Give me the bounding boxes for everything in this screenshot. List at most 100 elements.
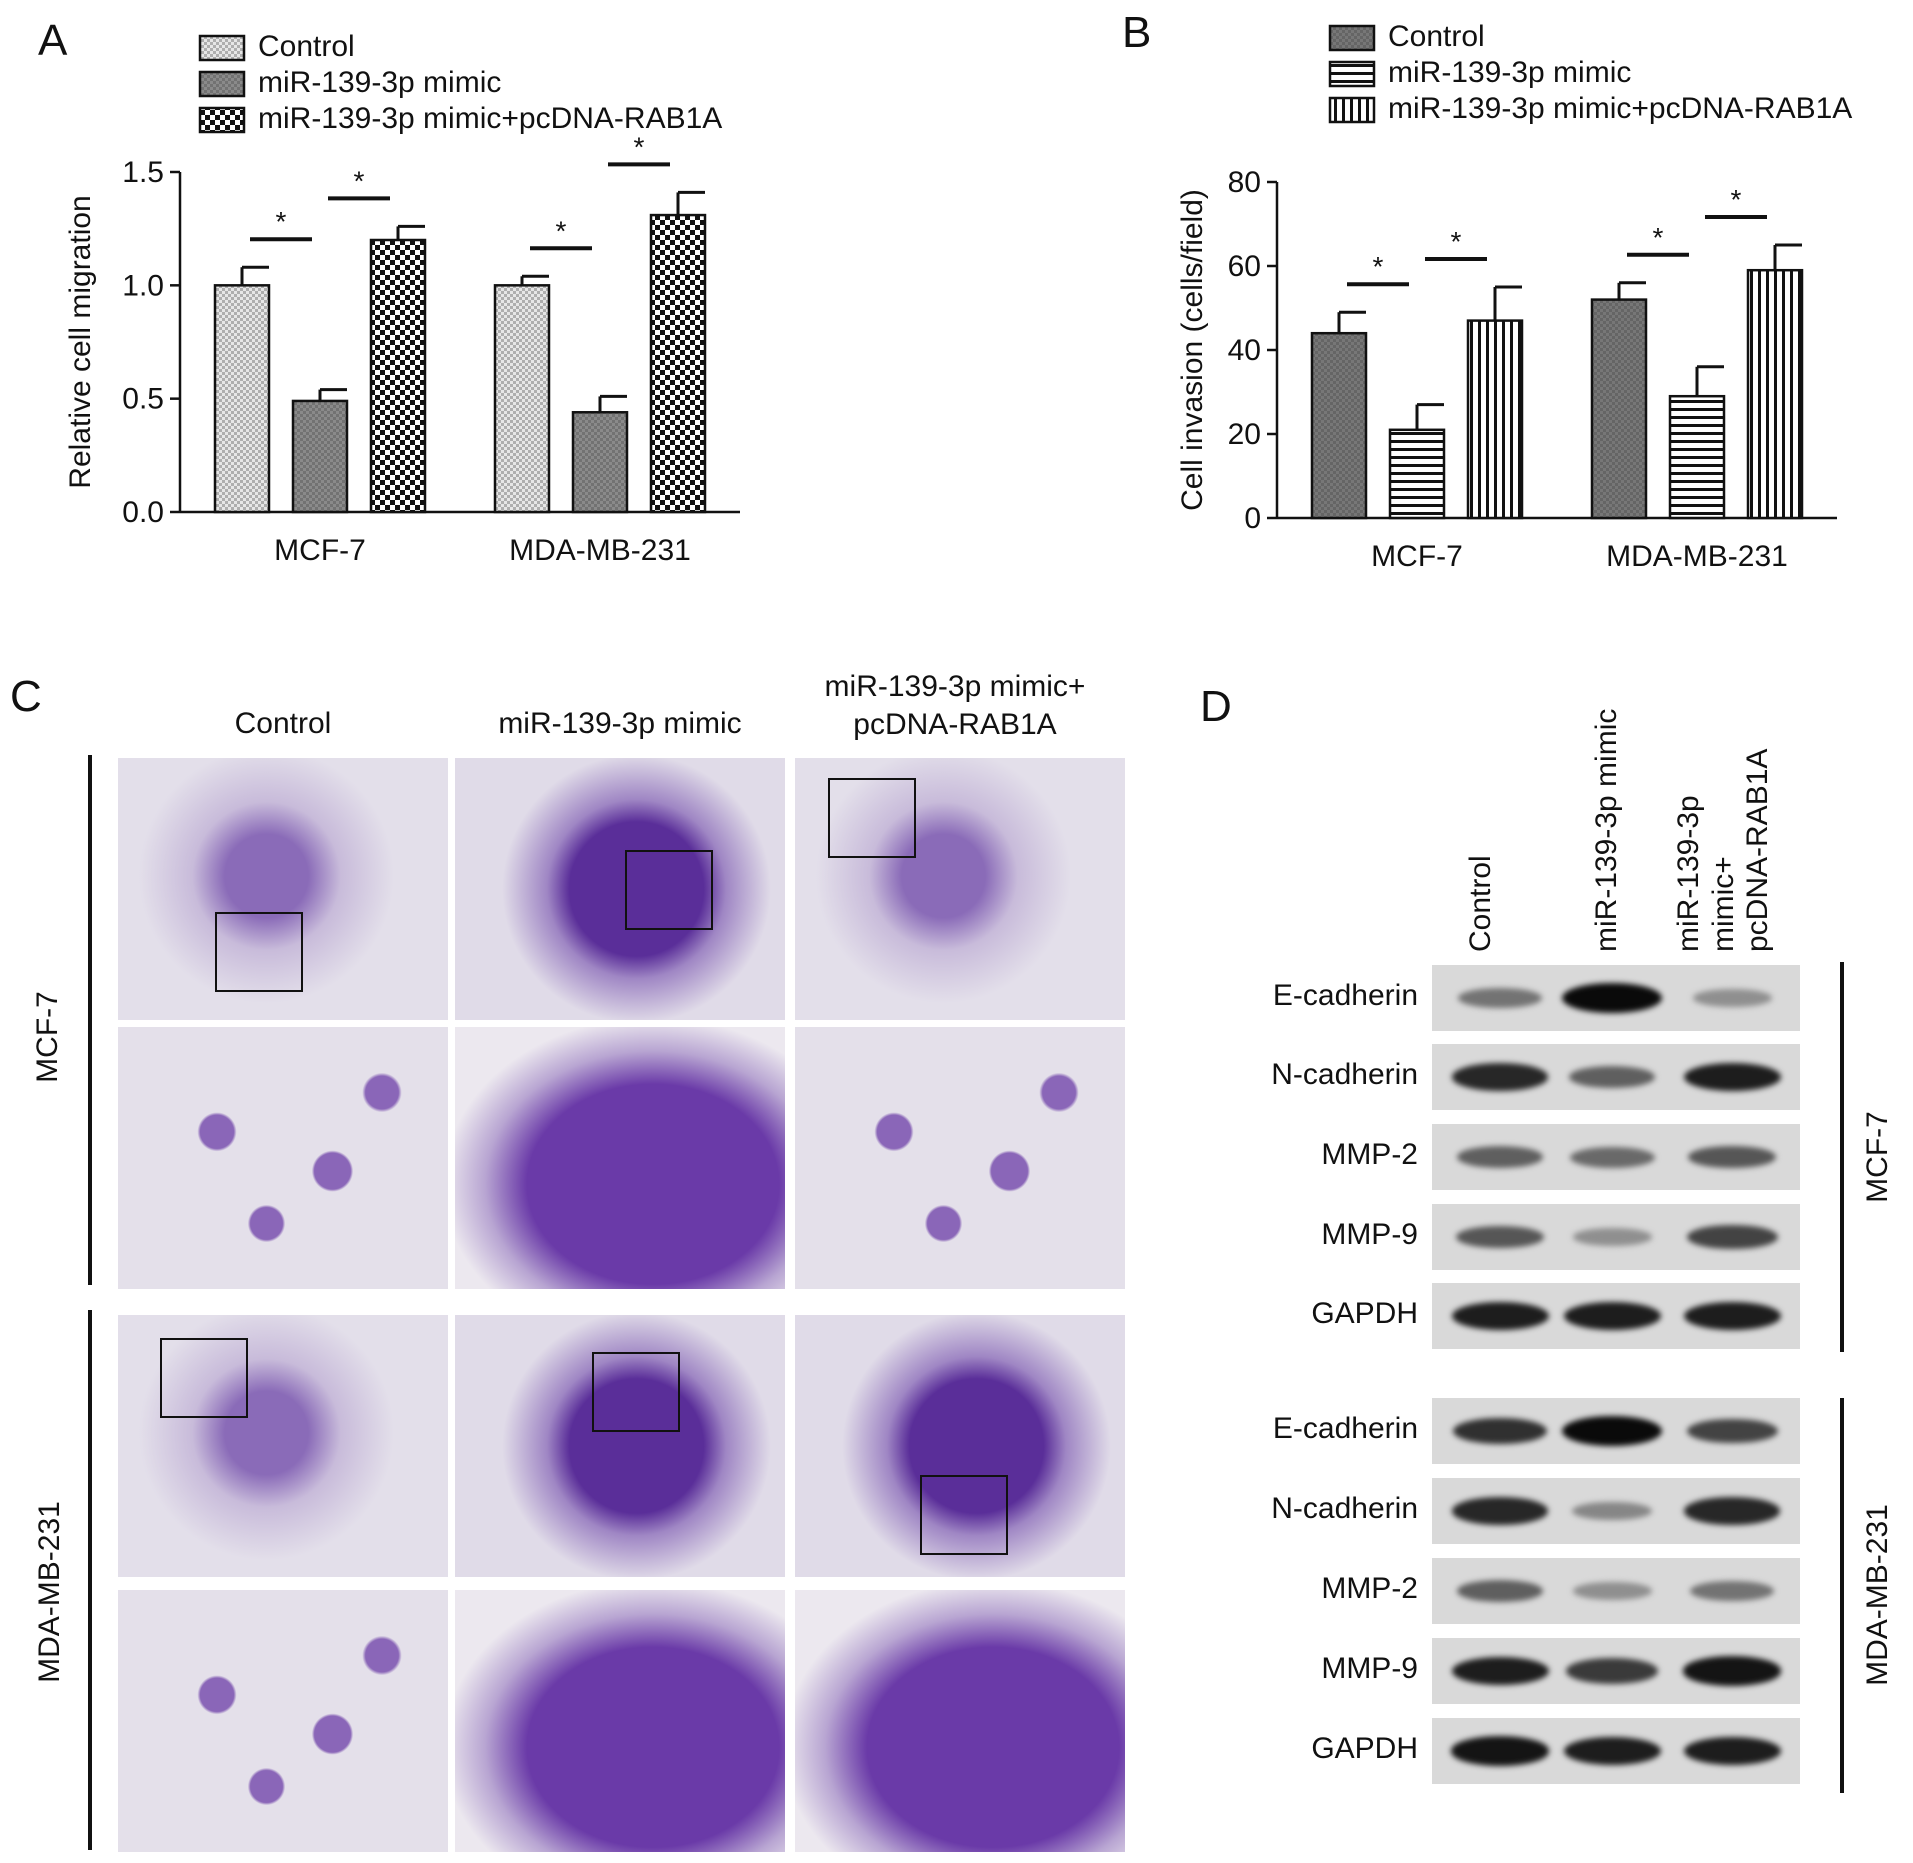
blot-band bbox=[1683, 1301, 1781, 1331]
y-tick-label: 20 bbox=[1228, 418, 1261, 451]
y-tick-label: 1.0 bbox=[122, 269, 164, 302]
micrograph bbox=[455, 758, 785, 1020]
blot-band bbox=[1569, 1146, 1655, 1168]
significance-star: * bbox=[276, 206, 287, 237]
panel-label-b: B bbox=[1122, 8, 1152, 57]
significance-star: * bbox=[1653, 222, 1664, 253]
bar bbox=[649, 213, 707, 514]
blot-band bbox=[1456, 1580, 1544, 1602]
blot-band bbox=[1568, 1066, 1656, 1088]
micrograph bbox=[118, 1315, 448, 1577]
micrograph bbox=[795, 758, 1125, 1020]
y-tick-label: 0 bbox=[1244, 502, 1261, 535]
bar bbox=[1746, 268, 1804, 520]
micrograph bbox=[795, 1315, 1125, 1577]
zoom-box bbox=[160, 1338, 248, 1418]
y-tick-label: 80 bbox=[1228, 166, 1261, 199]
blot-strip bbox=[1432, 1718, 1800, 1784]
blot-bar-mcf7 bbox=[1840, 962, 1844, 1352]
blot-band bbox=[1453, 1417, 1547, 1445]
blot-bar-mda bbox=[1840, 1398, 1844, 1793]
micrograph bbox=[455, 1027, 785, 1289]
y-tick-label: 1.5 bbox=[122, 156, 164, 189]
blot-strip bbox=[1432, 1204, 1800, 1270]
protein-label: N-cadherin bbox=[1271, 1058, 1418, 1091]
zoom-box bbox=[592, 1352, 680, 1432]
panel-c-header-control: Control bbox=[234, 707, 332, 740]
y-tick-label: 0.5 bbox=[122, 383, 164, 416]
blot-band bbox=[1562, 983, 1662, 1013]
protein-label: MMP-2 bbox=[1321, 1572, 1418, 1605]
protein-label: GAPDH bbox=[1311, 1297, 1418, 1330]
lane-label-mimic: miR-139-3p mimic bbox=[1590, 708, 1623, 952]
blot-band bbox=[1456, 1146, 1544, 1168]
blot-strip bbox=[1432, 965, 1800, 1031]
protein-label: MMP-2 bbox=[1321, 1138, 1418, 1171]
blot-band bbox=[1451, 1301, 1549, 1331]
protein-label: E-cadherin bbox=[1272, 1412, 1418, 1445]
zoom-box bbox=[920, 1475, 1008, 1555]
panel-c-header-rescue: miR-139-3p mimic+ pcDNA-RAB1A bbox=[824, 670, 1086, 741]
legend-label: miR-139-3p mimic+pcDNA-RAB1A bbox=[258, 102, 722, 135]
x-category-label: MDA-MB-231 bbox=[509, 534, 691, 567]
y-tick-label: 60 bbox=[1228, 250, 1261, 283]
blot-strip bbox=[1432, 1638, 1800, 1704]
blot-band bbox=[1458, 987, 1542, 1009]
protein-label: MMP-9 bbox=[1321, 1652, 1418, 1685]
zoom-box bbox=[625, 850, 713, 930]
significance-star: * bbox=[556, 215, 567, 246]
bar bbox=[1668, 394, 1726, 520]
row-label-mcf7: MCF-7 bbox=[31, 991, 64, 1083]
protein-label: E-cadherin bbox=[1272, 979, 1418, 1012]
bar bbox=[291, 399, 349, 514]
micrograph bbox=[118, 1590, 448, 1852]
protein-label: GAPDH bbox=[1311, 1732, 1418, 1765]
legend-label: Control bbox=[1388, 20, 1485, 53]
blot-band bbox=[1683, 1062, 1781, 1092]
bar bbox=[1466, 319, 1524, 520]
legend-swatch bbox=[198, 34, 246, 62]
significance-star: * bbox=[1731, 184, 1742, 215]
blot-band bbox=[1563, 1736, 1661, 1766]
bar bbox=[1388, 428, 1446, 520]
blot-band bbox=[1690, 1580, 1774, 1602]
blot-band bbox=[1684, 1497, 1780, 1525]
micrograph bbox=[795, 1027, 1125, 1289]
micrograph bbox=[455, 1590, 785, 1852]
blot-strip bbox=[1432, 1478, 1800, 1544]
lane-label-rescue: miR-139-3p mimic+ pcDNA-RAB1A bbox=[1672, 748, 1774, 952]
y-tick-label: 0.0 bbox=[122, 496, 164, 529]
blot-band bbox=[1686, 1418, 1778, 1444]
x-category-label: MCF-7 bbox=[1371, 540, 1463, 573]
x-category-label: MCF-7 bbox=[274, 534, 366, 567]
x-category-label: MDA-MB-231 bbox=[1606, 540, 1788, 573]
legend-label: miR-139-3p mimic bbox=[258, 66, 501, 99]
protein-label: N-cadherin bbox=[1271, 1492, 1418, 1525]
legend-label: Control bbox=[258, 30, 355, 63]
zoom-box bbox=[215, 912, 303, 992]
legend-swatch bbox=[198, 70, 246, 98]
blot-band bbox=[1682, 1656, 1782, 1686]
blot-strip bbox=[1432, 1558, 1800, 1624]
panel-label-a: A bbox=[38, 16, 68, 65]
y-tick-label: 40 bbox=[1228, 334, 1261, 367]
legend-swatch bbox=[1328, 60, 1376, 88]
micrograph bbox=[795, 1590, 1125, 1852]
legend-swatch bbox=[198, 106, 246, 134]
legend-swatch bbox=[1328, 96, 1376, 124]
row-label-mda: MDA-MB-231 bbox=[33, 1501, 66, 1683]
legend-label: miR-139-3p mimic bbox=[1388, 56, 1631, 89]
micrograph bbox=[455, 1315, 785, 1577]
blot-band bbox=[1572, 1582, 1652, 1600]
bar bbox=[369, 238, 427, 514]
micrograph bbox=[118, 758, 448, 1020]
blot-band bbox=[1451, 1656, 1549, 1686]
significance-star: * bbox=[354, 165, 365, 196]
significance-star: * bbox=[1451, 226, 1462, 257]
bar bbox=[1310, 331, 1368, 520]
panel-label-d: D bbox=[1200, 682, 1232, 731]
bar bbox=[493, 284, 551, 514]
protein-label: MMP-9 bbox=[1321, 1218, 1418, 1251]
blot-band bbox=[1572, 1228, 1652, 1246]
